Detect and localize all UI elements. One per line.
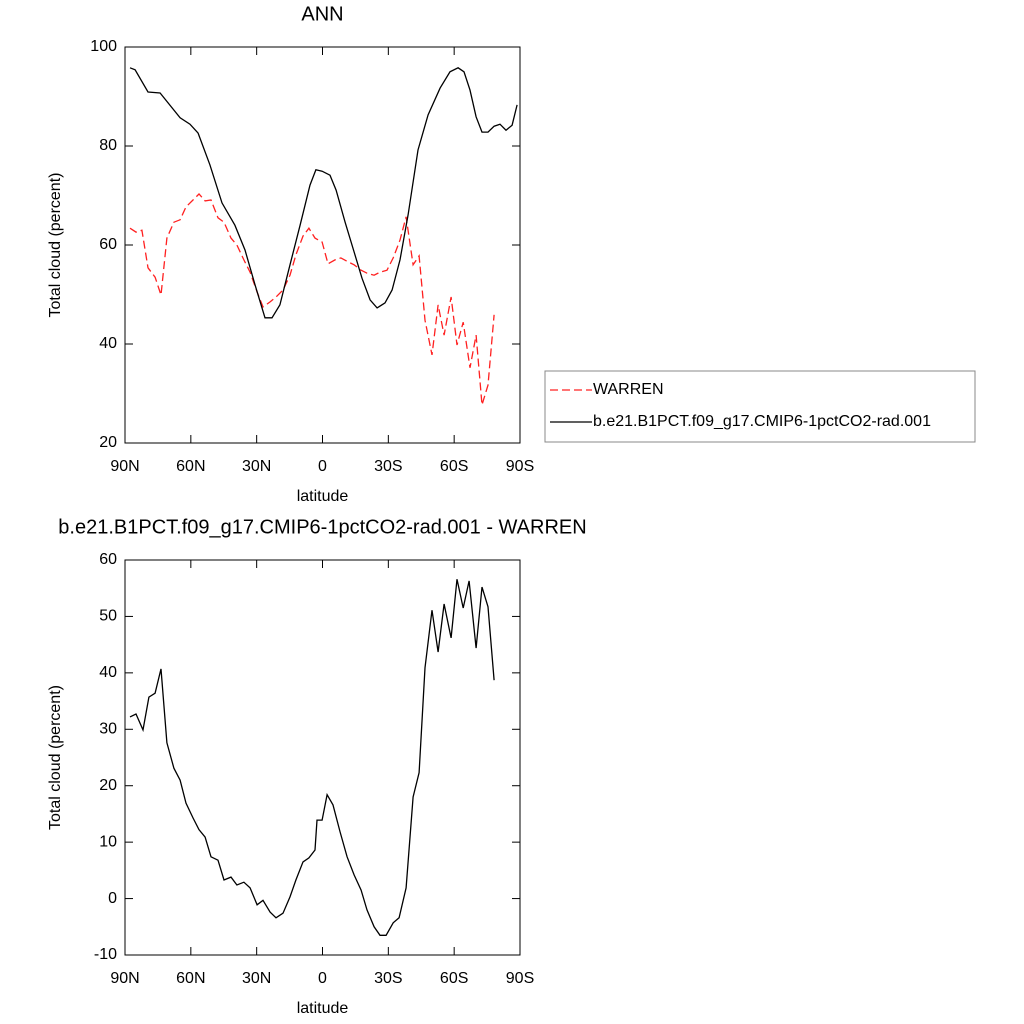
x-tick-label: 90S — [506, 970, 534, 987]
x-tick-label: 30N — [242, 970, 271, 987]
y-tick-label: 80 — [99, 137, 117, 154]
legend-label: b.e21.B1PCT.f09_g17.CMIP6-1pctCO2-rad.00… — [593, 413, 931, 430]
x-tick-label: 60N — [176, 458, 205, 475]
x-tick-label: 90N — [110, 458, 139, 475]
y-tick-label: 40 — [99, 335, 117, 352]
data-line — [129, 579, 495, 936]
y-tick-label: 10 — [99, 833, 117, 850]
plot-frame — [124, 46, 521, 444]
x-axis-label: latitude — [297, 488, 349, 505]
y-tick-label: 30 — [99, 721, 117, 738]
x-tick-label: 0 — [318, 458, 327, 475]
chart-title: ANN — [301, 3, 343, 25]
y-tick-label: 60 — [99, 551, 117, 568]
x-tick-label: 90N — [110, 970, 139, 987]
x-tick-label: 60S — [440, 458, 468, 475]
y-tick-label: 40 — [99, 664, 117, 681]
x-tick-label: 60N — [176, 970, 205, 987]
y-axis-label: Total cloud (percent) — [47, 685, 64, 830]
x-tick-label: 30S — [374, 458, 402, 475]
legend-label: WARREN — [593, 381, 664, 398]
x-tick-label: 90S — [506, 458, 534, 475]
x-tick-label: 30N — [242, 458, 271, 475]
data-line — [129, 67, 518, 319]
x-axis-label: latitude — [297, 1000, 349, 1017]
x-tick-label: 30S — [374, 970, 402, 987]
y-tick-label: 0 — [108, 890, 117, 907]
y-tick-label: 100 — [90, 38, 117, 55]
legend-box — [544, 370, 976, 443]
y-axis-label: Total cloud (percent) — [47, 173, 64, 318]
y-tick-label: 20 — [99, 434, 117, 451]
plot: b.e21.B1PCT.f09_g17.CMIP6-1pctCO2-rad.00… — [47, 516, 586, 1017]
data-line — [129, 193, 495, 406]
x-tick-label: 0 — [318, 970, 327, 987]
y-tick-label: 50 — [99, 608, 117, 625]
y-tick-label: 20 — [99, 777, 117, 794]
chart-title: b.e21.B1PCT.f09_g17.CMIP6-1pctCO2-rad.00… — [58, 516, 586, 538]
plot-frame — [124, 559, 521, 956]
x-tick-label: 60S — [440, 970, 468, 987]
legend: WARREN b.e21.B1PCT.f09_g17.CMIP6-1pctCO2-… — [544, 370, 976, 443]
y-tick-label: -10 — [94, 946, 117, 963]
y-tick-label: 60 — [99, 236, 117, 253]
plot: ANN latitude Total cloud (percent) 90N 60N 30… — [47, 3, 976, 505]
